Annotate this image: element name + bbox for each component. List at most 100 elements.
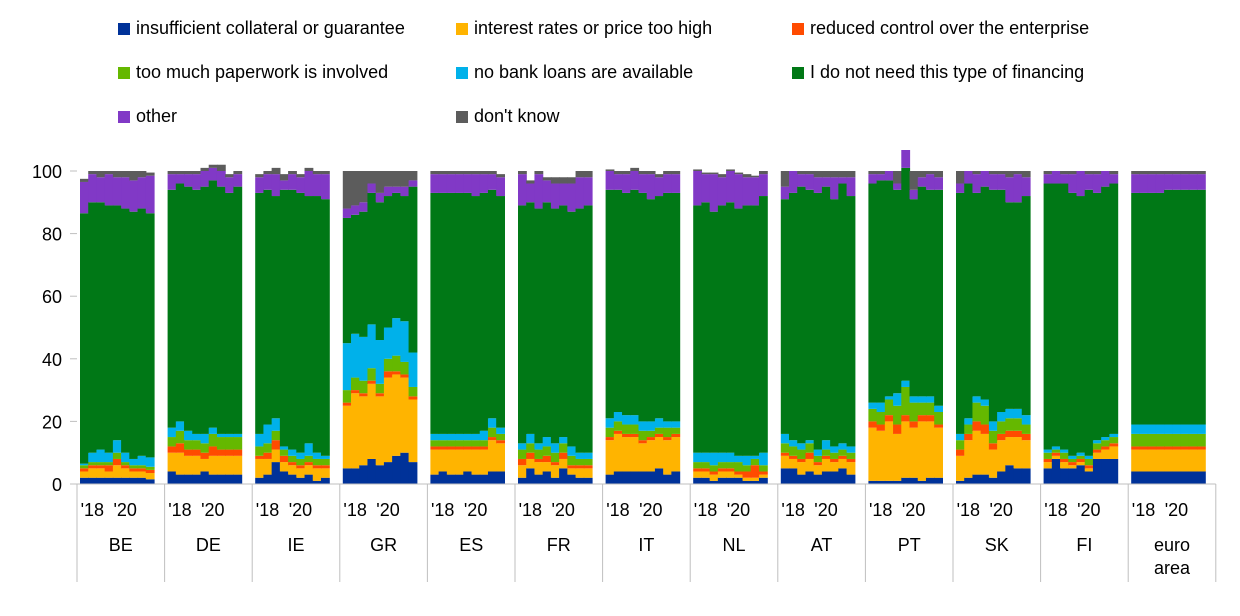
category-label: IE [287,535,304,555]
bar-segment [359,202,369,212]
bar-segment [184,186,193,431]
bar-segment [479,440,489,447]
legend-item: I do not need this type of financing [792,62,1084,83]
bar-segment [575,177,585,209]
period-label: '18 [256,500,279,520]
period-label: '20 [639,500,662,520]
bar-segment [750,205,760,456]
bar-segment [758,465,768,472]
bar-segment [288,455,297,463]
bar-segment [496,433,505,441]
bar-segment [663,437,672,441]
bar-segment [534,208,544,444]
bar-segment [1196,433,1206,447]
bar-segment [654,196,664,419]
bar-segment [112,177,122,206]
bar-segment [1005,177,1015,203]
bar-segment [367,383,377,459]
bar-segment [1139,424,1149,434]
bar-segment [575,458,585,466]
bar-segment [925,189,935,397]
bar-segment [1021,196,1031,416]
bar-segment [805,452,815,459]
bar-segment [1172,171,1182,175]
bar-segment [1084,468,1094,472]
bar-segment [701,471,711,478]
bar-segment [917,396,927,403]
bar-segment [1076,171,1086,197]
bar-segment [622,192,631,416]
bar-segment [813,177,823,193]
bar-segment [1060,449,1069,453]
bar-segment [392,192,401,319]
bar-segment [838,449,848,456]
bar-segment [496,196,505,428]
bar-segment [1084,171,1094,175]
bar-segment [605,437,615,441]
bar-segment [701,462,711,469]
bar-segment [575,465,585,469]
bar-segment [526,180,536,184]
bar-segment [487,471,497,484]
bar-segment [121,465,130,469]
bar-segment [383,377,393,463]
bar-segment [868,427,878,481]
bar-segment [646,171,656,175]
y-tick-label: 40 [42,350,62,370]
bar-segment [1164,189,1173,425]
bar-segment [654,418,664,428]
bar-segment [575,171,585,178]
bar-segment [279,180,289,190]
bar-segment [233,474,243,484]
bar-segment [104,452,114,463]
bar-segment [846,462,856,475]
category-label: NL [722,535,745,555]
bar-segment [288,189,297,450]
bar-segment [479,171,489,175]
legend-item: no bank loans are available [456,62,693,83]
bar-segment [830,171,839,178]
bar-segment [934,427,943,478]
bar-segment [400,321,410,362]
bar-segment [526,468,536,484]
bar-segment [956,433,965,441]
bar-segment [1155,424,1165,434]
bar-segment [271,430,281,441]
bar-segment [1139,174,1149,193]
bar-segment [1013,408,1023,419]
period-label: '18 [1044,500,1067,520]
bar-segment [463,449,473,472]
bar-segment [342,217,352,344]
bar-segment [821,440,831,450]
bar-segment [838,183,848,444]
bar-segment [430,171,440,175]
bar-segment [496,440,505,444]
bar-segment [789,192,798,441]
bar-segment [717,177,727,206]
bar-segment [901,150,911,168]
bar-segment [925,171,935,175]
bar-segment [271,167,281,175]
bar-segment [997,171,1006,175]
bar-segment [279,189,289,447]
bar-segment [137,465,147,469]
bar-segment [392,186,401,193]
bar-segment [288,171,297,175]
bar-segment [400,452,410,484]
bar-segment [184,474,193,484]
bar-segment [304,171,314,197]
bar-segment [1021,468,1031,484]
bar-segment [446,440,456,447]
bar-segment [1092,443,1102,450]
bar-segment [663,427,672,438]
bar-segment [646,199,656,422]
bar-segment [1188,189,1198,425]
bar-segment [1051,183,1061,447]
bar-segment [438,171,448,175]
bar-segment [868,171,878,175]
bar-segment [909,421,919,428]
bar-segment [917,171,927,178]
bar-segment [789,455,798,459]
legend-label: no bank loans are available [474,62,694,82]
bar-segment [1196,174,1206,190]
